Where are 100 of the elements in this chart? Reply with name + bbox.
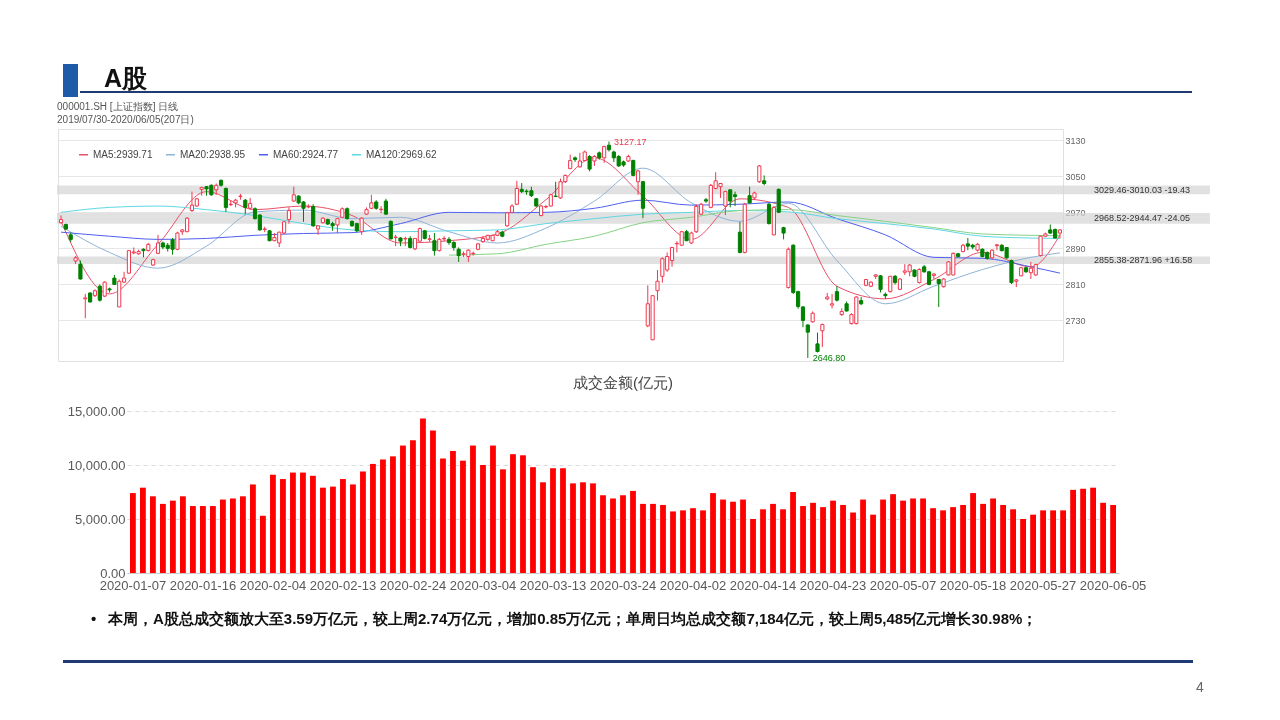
bar <box>370 463 376 573</box>
bar <box>600 495 606 573</box>
candlestick <box>757 164 762 184</box>
y-tick-label: 2890 <box>1065 243 1086 254</box>
legend-label: MA20:2938.95 <box>180 148 246 160</box>
bar <box>240 496 246 573</box>
bar <box>310 475 316 573</box>
candlestick <box>936 278 941 308</box>
candlestick <box>572 155 578 163</box>
bar <box>290 472 296 573</box>
bar <box>930 508 936 573</box>
x-tick-label: 2020-02-13 <box>309 577 377 593</box>
bar <box>880 499 886 573</box>
candlestick <box>311 203 316 228</box>
y-tick-label: 3050 <box>1065 171 1086 182</box>
bar <box>430 430 436 573</box>
bar <box>1020 519 1026 573</box>
bar <box>760 509 766 573</box>
bar <box>680 510 686 573</box>
bar <box>870 514 876 573</box>
bar <box>750 519 756 573</box>
text: A股 <box>104 63 148 94</box>
line-series <box>60 205 1061 239</box>
bar <box>700 510 706 573</box>
bar <box>920 498 926 573</box>
bar <box>160 503 166 573</box>
bar <box>940 510 946 573</box>
bar <box>210 506 216 573</box>
bar <box>780 509 786 573</box>
bar <box>280 479 286 573</box>
bar <box>560 468 566 573</box>
bar <box>590 483 596 573</box>
bar <box>730 501 736 573</box>
band-label: 3029.46-3010.03 -19.43 <box>1093 184 1191 195</box>
bar <box>300 472 306 573</box>
candlestick <box>723 190 728 216</box>
x-tick-label: 2020-03-04 <box>449 577 517 593</box>
bar <box>610 498 616 573</box>
bar <box>710 493 716 573</box>
annotation: 3127.17 <box>613 136 647 147</box>
bar <box>220 499 226 573</box>
y-tick-label: 10,000.00 <box>67 457 126 473</box>
bar <box>250 484 256 573</box>
x-tick-label: 2020-04-14 <box>729 577 797 593</box>
line-series <box>448 209 1061 256</box>
bar <box>190 506 196 573</box>
candlestick <box>315 224 321 236</box>
bar <box>650 503 656 573</box>
bar <box>330 486 336 573</box>
y-tick-label: 2970 <box>1065 207 1086 218</box>
bar <box>200 506 206 573</box>
candlestick <box>83 293 88 319</box>
text: 本周，A股总成交额放大至3.59万亿元，较上周2.74万亿元，增加0.85万亿元；单周日均总成交额7,184亿元，较上周5,485亿元增长30.98%； <box>108 609 1039 629</box>
chart-title: 成交金额(亿元) <box>573 374 673 391</box>
candlestick <box>655 269 660 302</box>
bar <box>970 493 976 573</box>
bar <box>260 515 266 573</box>
candlestick <box>58 214 64 225</box>
band-label: 2855.38-2871.96 +16.58 <box>1093 255 1193 266</box>
candlestick <box>766 202 772 225</box>
bar <box>480 465 486 573</box>
y-tick-label: 5,000.00 <box>74 511 126 527</box>
candlestick <box>432 232 437 257</box>
bar <box>400 445 406 573</box>
bar <box>900 500 906 573</box>
bar <box>490 445 496 573</box>
bar <box>1090 487 1096 573</box>
bar <box>860 499 866 573</box>
candlestick <box>660 256 665 284</box>
bar <box>890 494 896 573</box>
bar <box>990 498 996 573</box>
bar <box>950 507 956 573</box>
bar <box>1040 510 1046 573</box>
bar <box>470 445 476 573</box>
x-tick-label: 2020-06-05 <box>1079 577 1147 593</box>
bar <box>1110 504 1116 573</box>
candlestick <box>223 187 228 213</box>
candlestick <box>776 187 781 214</box>
candlestick <box>606 141 612 153</box>
x-tick-label: 2020-01-16 <box>169 577 237 593</box>
chart-title: 000001.SH [上证指数] 日线 <box>57 101 179 112</box>
candlestick <box>994 243 1000 251</box>
legend-label: MA120:2969.62 <box>366 148 438 160</box>
bar <box>630 490 636 573</box>
candlestick <box>78 260 83 280</box>
bar <box>1080 488 1086 573</box>
y-tick-label: 2810 <box>1065 279 1086 290</box>
x-tick-label: 2020-03-24 <box>589 577 657 593</box>
bar <box>150 496 156 573</box>
bar <box>620 495 626 573</box>
bar <box>440 458 446 573</box>
candlestick <box>1009 259 1014 285</box>
bar <box>510 454 516 573</box>
x-tick-label: 2020-03-13 <box>519 577 587 593</box>
bar <box>810 502 816 573</box>
bar <box>360 471 366 573</box>
x-tick-label: 2020-05-27 <box>1009 577 1077 593</box>
bar <box>580 482 586 573</box>
x-tick-label: 2020-05-07 <box>869 577 937 593</box>
bar <box>830 500 836 573</box>
